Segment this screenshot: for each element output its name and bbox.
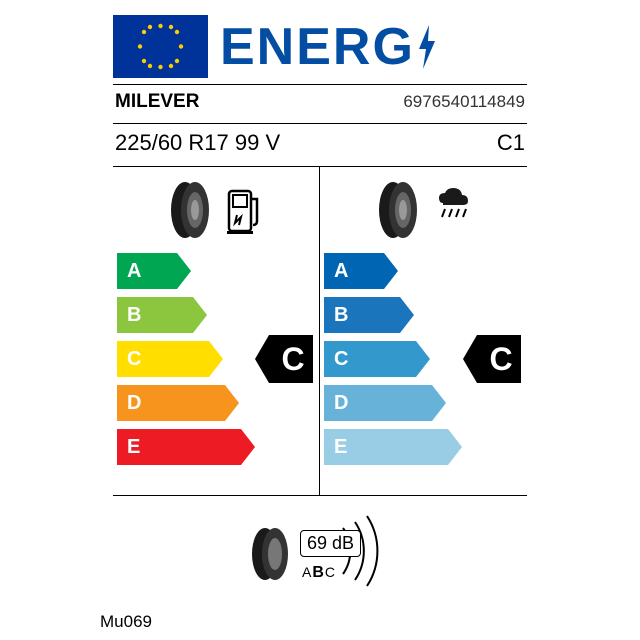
bolt-icon (415, 23, 439, 71)
fuel-pump-icon (225, 185, 265, 235)
rating-bar-A: A (324, 249, 527, 293)
brand-name: MILEVER (115, 91, 199, 113)
rating-bar-D: D (117, 381, 319, 425)
energy-text: ENERG (220, 17, 415, 77)
fuel-bars: A B C C D E (113, 249, 319, 469)
rating-bar-E: E (117, 425, 319, 469)
rating-bar-E: E (324, 425, 527, 469)
rating-bar-A: A (117, 249, 319, 293)
rating-bar-D: D (324, 381, 527, 425)
energy-title: ENERG (220, 17, 439, 77)
rating-badge: C (463, 335, 521, 383)
eu-tyre-label: ENERG MILEVER 6976540114849 225/60 R17 9… (113, 15, 527, 588)
noise-section: 69 dB ABC (113, 508, 527, 588)
rating-bar-C: C C (324, 337, 527, 381)
rain-cloud-icon (433, 185, 473, 235)
tire-icon (167, 179, 219, 241)
rating-panels: A B C C D E (113, 166, 527, 496)
rating-bar-C: C C (117, 337, 319, 381)
footer-code: Mu069 (100, 612, 152, 632)
rating-bar-B: B (117, 293, 319, 337)
tire-spec: 225/60 R17 99 V (115, 130, 280, 156)
rating-bar-B: B (324, 293, 527, 337)
ean-code: 6976540114849 (403, 92, 525, 112)
noise-db-value: 69 dB (300, 530, 361, 557)
wet-panel: A B C C D E (320, 167, 527, 495)
noise-class-letters: ABC (302, 564, 336, 582)
tire-class: C1 (497, 130, 525, 156)
eu-flag-icon (113, 15, 208, 78)
fuel-panel: A B C C D E (113, 167, 320, 495)
tire-icon (375, 179, 427, 241)
wet-bars: A B C C D E (320, 249, 527, 469)
rating-badge: C (255, 335, 313, 383)
spec-row: 225/60 R17 99 V C1 (113, 124, 527, 160)
header: ENERG (113, 15, 527, 78)
brand-row: MILEVER 6976540114849 (113, 85, 527, 117)
